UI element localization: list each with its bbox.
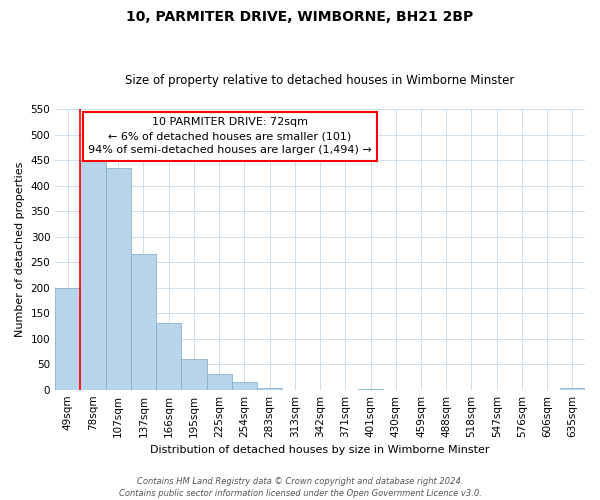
Bar [131, 254, 156, 390]
Bar [156, 324, 181, 390]
Bar [560, 388, 585, 390]
Bar [55, 288, 80, 390]
Bar [181, 359, 206, 390]
X-axis label: Distribution of detached houses by size in Wimborne Minster: Distribution of detached houses by size … [151, 445, 490, 455]
Text: 10, PARMITER DRIVE, WIMBORNE, BH21 2BP: 10, PARMITER DRIVE, WIMBORNE, BH21 2BP [127, 10, 473, 24]
Y-axis label: Number of detached properties: Number of detached properties [15, 162, 25, 337]
Bar [358, 388, 383, 390]
Bar [106, 168, 131, 390]
Text: Contains HM Land Registry data © Crown copyright and database right 2024.
Contai: Contains HM Land Registry data © Crown c… [119, 476, 481, 498]
Bar [80, 160, 106, 390]
Title: Size of property relative to detached houses in Wimborne Minster: Size of property relative to detached ho… [125, 74, 515, 87]
Text: 10 PARMITER DRIVE: 72sqm
← 6% of detached houses are smaller (101)
94% of semi-d: 10 PARMITER DRIVE: 72sqm ← 6% of detache… [88, 118, 372, 156]
Bar [206, 374, 232, 390]
Bar [257, 388, 282, 390]
Bar [232, 382, 257, 390]
